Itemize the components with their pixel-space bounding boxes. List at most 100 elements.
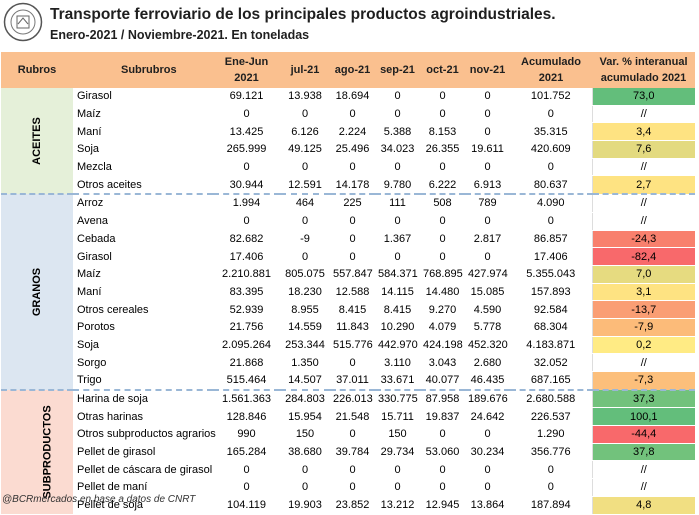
subrubro-cell: Pellet de girasol <box>73 443 213 462</box>
value-cell-ago: 225 <box>330 193 375 213</box>
subrubro-cell: Otras harinas <box>73 407 213 427</box>
subrubro-cell: Harina de soja <box>73 388 213 409</box>
value-cell-nov: 24.642 <box>465 407 510 427</box>
value-cell-jul: 0 <box>280 158 330 177</box>
rubro-label: GRANOS <box>31 267 43 317</box>
subrubro-cell: Maíz <box>73 265 213 284</box>
table-row: Maní 13.425 6.126 2.224 5.388 8.153 0 35.315 3,4 <box>1 122 695 142</box>
value-cell-acum: 420.609 <box>510 140 592 159</box>
value-cell-acum: 157.893 <box>510 283 592 302</box>
value-cell-oct: 0 <box>420 460 465 480</box>
col-rubros: Rubros <box>1 52 73 88</box>
value-cell-ago: 0 <box>330 460 375 480</box>
var-cell: 7,6 <box>591 140 695 159</box>
value-cell-sep: 330.775 <box>375 388 420 409</box>
value-cell-jul: 12.591 <box>280 175 330 195</box>
value-cell-ago: 25.496 <box>330 140 375 159</box>
value-cell-acum: 4.090 <box>510 193 592 213</box>
value-cell-nov: 0 <box>465 425 510 444</box>
value-cell-nov: 19.611 <box>465 140 510 159</box>
value-cell-oct: 508 <box>420 193 465 213</box>
bcr-logo <box>3 2 43 42</box>
value-cell-jul: 0 <box>280 478 330 497</box>
var-cell: 3,1 <box>591 283 695 302</box>
value-cell-oct: 3.043 <box>420 353 465 372</box>
value-cell-enejun: 0 <box>213 158 280 177</box>
value-cell-oct: 87.958 <box>420 388 465 409</box>
value-cell-oct: 0 <box>420 105 465 124</box>
value-cell-nov: 189.676 <box>465 388 510 409</box>
value-cell-jul: 1.350 <box>280 353 330 372</box>
table-row: Maní 83.395 18.230 12.588 14.115 14.480 15.085… <box>1 283 695 302</box>
value-cell-enejun: 0 <box>213 460 280 480</box>
value-cell-acum: 17.406 <box>510 247 592 266</box>
value-cell-ago: 23.852 <box>330 496 375 515</box>
subrubro-cell: Pellet de maní <box>73 478 213 497</box>
subrubro-cell: Girasol <box>73 88 213 106</box>
value-cell-jul: -9 <box>280 230 330 249</box>
value-cell-enejun: 30.944 <box>213 175 280 195</box>
value-cell-nov: 0 <box>465 478 510 497</box>
value-cell-acum: 687.165 <box>510 371 592 391</box>
subrubro-cell: Otros subproductos agrarios <box>73 425 216 444</box>
value-cell-enejun: 17.406 <box>213 247 280 266</box>
value-cell-nov: 0 <box>465 122 510 142</box>
value-cell-acum: 0 <box>510 105 592 124</box>
value-cell-acum: 32.052 <box>510 353 592 372</box>
var-cell: 37,3 <box>591 388 695 409</box>
table-row: Otros cereales 52.939 8.955 8.415 8.415 9.270… <box>1 300 695 319</box>
table-header-row: Rubros Subrubros Ene-Jun 2021 jul-21 ago… <box>1 52 695 88</box>
value-cell-enejun: 21.756 <box>213 318 280 337</box>
var-cell: 100,1 <box>591 407 695 427</box>
value-cell-ago: 37.011 <box>330 371 375 391</box>
value-cell-sep: 0 <box>375 158 420 177</box>
value-cell-sep: 29.734 <box>375 443 420 462</box>
value-cell-acum: 68.304 <box>510 318 592 337</box>
value-cell-oct: 14.480 <box>420 283 465 302</box>
value-cell-oct: 424.198 <box>420 336 465 355</box>
rubro-cell: GRANOS <box>1 193 73 391</box>
value-cell-ago: 0 <box>330 158 375 177</box>
table-row: Sorgo 21.868 1.350 0 3.110 3.043 2.680 32.052// <box>1 353 695 372</box>
value-cell-acum: 35.315 <box>510 122 592 142</box>
value-cell-acum: 0 <box>510 478 592 497</box>
value-cell-oct: 0 <box>420 478 465 497</box>
var-cell: 0,2 <box>591 336 695 355</box>
subrubro-cell: Mezcla <box>73 158 213 177</box>
table-row: GRANOS Arroz 1.994 464 225 111 508 789 4.090// <box>1 193 695 391</box>
value-cell-enejun: 82.682 <box>213 230 280 249</box>
table-row: Otras harinas 128.846 15.954 21.548 15.711 19… <box>1 407 695 427</box>
value-cell-sep: 584.371 <box>375 265 420 284</box>
value-cell-sep: 1.367 <box>375 230 420 249</box>
var-cell: 73,0 <box>591 88 695 106</box>
value-cell-oct: 768.895 <box>420 265 465 284</box>
col-enejun: Ene-Jun 2021 <box>213 52 280 88</box>
value-cell-sep: 15.711 <box>375 407 420 427</box>
value-cell-nov: 15.085 <box>465 283 510 302</box>
value-cell-jul: 14.507 <box>280 371 330 391</box>
table-row: Porotos 21.756 14.559 11.843 10.290 4.079 5.77… <box>1 318 695 337</box>
value-cell-nov: 0 <box>465 247 510 266</box>
col-sep: sep-21 <box>375 52 420 88</box>
table-row: Soja 2.095.264 253.344 515.776 442.970 424.19… <box>1 336 695 355</box>
value-cell-jul: 0 <box>280 212 330 231</box>
value-cell-sep: 14.115 <box>375 283 420 302</box>
value-cell-sep: 9.780 <box>375 175 420 195</box>
value-cell-sep: 0 <box>375 212 420 231</box>
value-cell-acum: 80.637 <box>510 175 592 195</box>
value-cell-nov: 6.913 <box>465 175 510 195</box>
value-cell-oct: 0 <box>420 212 465 231</box>
value-cell-sep: 33.671 <box>375 371 420 391</box>
col-acumulado: Acumulado 2021 <box>510 52 592 88</box>
col-subrubros: Subrubros <box>73 52 213 88</box>
value-cell-ago: 11.843 <box>330 318 375 337</box>
var-cell: // <box>591 193 695 213</box>
value-cell-acum: 0 <box>510 158 592 177</box>
value-cell-jul: 19.903 <box>280 496 330 515</box>
var-cell: 2,7 <box>591 175 695 195</box>
value-cell-enejun: 83.395 <box>213 283 280 302</box>
value-cell-ago: 557.847 <box>330 265 375 284</box>
table-row: Pellet de cáscara de girasol 0 0 0 0 0 0 0// <box>1 460 695 480</box>
value-cell-sep: 0 <box>375 460 420 480</box>
value-cell-sep: 3.110 <box>375 353 420 372</box>
